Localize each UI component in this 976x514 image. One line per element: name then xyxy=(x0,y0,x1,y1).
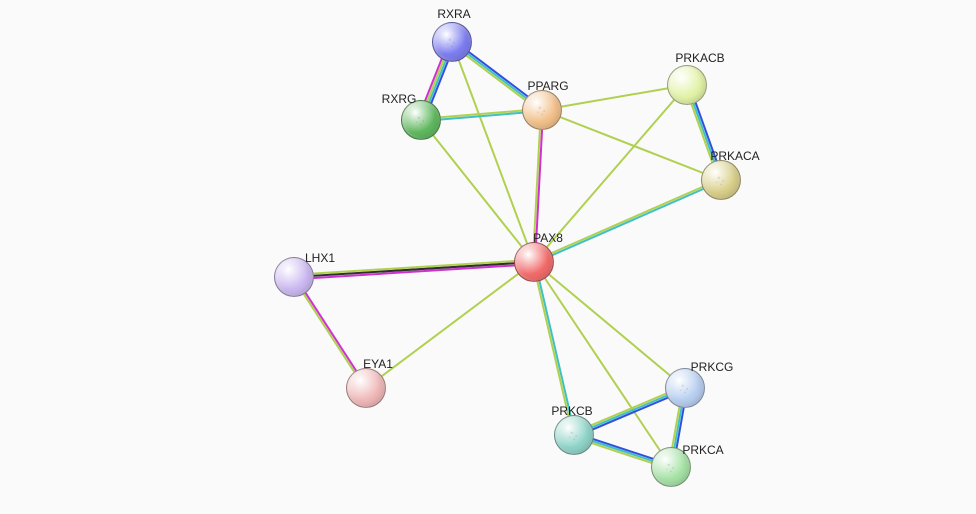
edge-PAX8-LHX1 xyxy=(294,262,534,277)
structure-sketch-icon xyxy=(660,456,683,479)
node-pax8[interactable] xyxy=(514,242,554,282)
structure-sketch-icon xyxy=(563,424,586,447)
edge-PAX8-EYA1 xyxy=(366,262,534,388)
node-prkca[interactable] xyxy=(651,447,691,487)
node-prkcb[interactable] xyxy=(554,415,594,455)
node-lhx1[interactable] xyxy=(274,257,314,297)
structure-sketch-icon xyxy=(531,99,554,122)
node-pparg[interactable] xyxy=(522,90,562,130)
structure-sketch-icon xyxy=(441,31,464,54)
node-eya1[interactable] xyxy=(346,368,386,408)
edge-PPARG-PRKACA xyxy=(542,110,721,180)
network-canvas xyxy=(0,0,976,514)
structure-sketch-icon xyxy=(674,377,697,400)
node-rxra[interactable] xyxy=(432,22,472,62)
node-rxrg[interactable] xyxy=(401,100,441,140)
node-prkacb[interactable] xyxy=(667,65,707,105)
edge-PPARG-PRKACB xyxy=(542,85,687,110)
edge-PAX8-PRKACA xyxy=(534,181,721,263)
structure-sketch-icon xyxy=(410,109,433,132)
structure-sketch-icon xyxy=(710,169,733,192)
edge-PAX8-RXRG xyxy=(421,120,534,262)
node-prkaca[interactable] xyxy=(701,160,741,200)
node-prkcg[interactable] xyxy=(665,368,705,408)
edge-PAX8-PRKACA xyxy=(534,179,721,261)
edge-PAX8-PRKCB xyxy=(535,262,575,435)
